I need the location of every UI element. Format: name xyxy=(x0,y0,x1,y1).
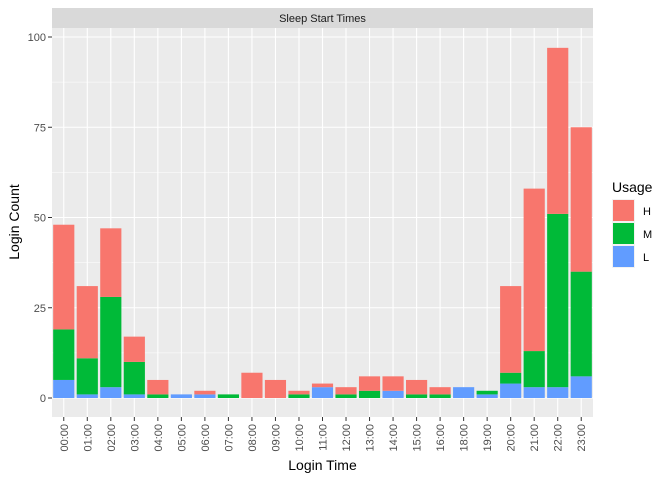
x-tick-label: 07:00 xyxy=(223,424,235,452)
x-tick-label: 22:00 xyxy=(553,424,565,452)
bar-segment-h-1600 xyxy=(429,387,451,395)
x-tick-label: 21:00 xyxy=(529,424,541,452)
bar-segment-l-1100 xyxy=(311,387,334,398)
x-tick-label: 04:00 xyxy=(153,424,165,452)
legend-key-m xyxy=(613,223,634,244)
x-axis-ticks: 00:00 01:00 02:00 03:00 04:00 05:00 06:00 07:00… xyxy=(59,417,588,452)
facet-title: Sleep Start Times xyxy=(279,13,366,25)
x-tick-label: 19:00 xyxy=(482,424,494,452)
x-tick-label: 09:00 xyxy=(270,424,282,452)
x-tick-label: 08:00 xyxy=(247,424,259,452)
legend: Usage HML xyxy=(612,179,653,268)
bar-segment-h-1200 xyxy=(335,387,357,395)
bar-segment-h-1300 xyxy=(358,376,381,391)
bar-segment-h-0100 xyxy=(76,286,98,359)
bar-segment-h-1100 xyxy=(311,383,334,388)
bar-segment-h-0900 xyxy=(264,379,287,398)
bars xyxy=(53,47,592,398)
bar-segment-m-0000 xyxy=(53,329,75,380)
bar-segment-l-0300 xyxy=(123,394,145,398)
bar-segment-m-1200 xyxy=(335,394,357,398)
x-tick-label: 14:00 xyxy=(388,424,400,452)
bar-segment-m-0200 xyxy=(100,296,122,388)
x-tick-label: 06:00 xyxy=(200,424,212,452)
bar-segment-l-1800 xyxy=(453,387,475,398)
bar-segment-m-1000 xyxy=(288,394,310,398)
bar-segment-h-2100 xyxy=(523,188,545,352)
bar-segment-m-1600 xyxy=(429,394,451,398)
legend-label-m: M xyxy=(643,229,652,241)
facet-strip xyxy=(52,8,593,28)
bar-segment-m-0100 xyxy=(76,358,98,395)
y-tick-label: 50 xyxy=(34,213,46,225)
bar-segment-l-2200 xyxy=(547,387,569,398)
y-tick-label: 75 xyxy=(34,122,46,134)
x-axis-title: Login Time xyxy=(288,457,357,473)
bar-segment-m-2200 xyxy=(547,213,569,388)
legend-label-h: H xyxy=(643,206,651,218)
x-tick-label: 18:00 xyxy=(459,424,471,452)
x-tick-label: 12:00 xyxy=(341,424,353,452)
y-tick-label: 100 xyxy=(28,32,46,44)
bar-segment-h-1000 xyxy=(288,390,310,395)
bar-segment-m-1900 xyxy=(476,390,498,395)
bar-segment-m-0700 xyxy=(217,394,239,398)
bar-segment-m-2000 xyxy=(500,372,522,384)
x-tick-label: 13:00 xyxy=(365,424,377,452)
legend-title: Usage xyxy=(612,179,653,195)
y-tick-label: 0 xyxy=(40,393,46,405)
x-tick-label: 23:00 xyxy=(576,424,588,452)
bar-segment-l-1400 xyxy=(382,390,404,398)
bar-segment-l-0000 xyxy=(53,379,75,398)
x-tick-label: 20:00 xyxy=(506,424,518,452)
bar-segment-l-0200 xyxy=(100,387,122,398)
bar-segment-h-2000 xyxy=(500,286,522,373)
y-tick-label: 25 xyxy=(34,303,46,315)
y-axis-title: Login Count xyxy=(6,184,22,260)
bar-segment-m-0300 xyxy=(123,361,145,395)
bar-segment-h-0800 xyxy=(241,372,263,398)
bar-segment-m-2300 xyxy=(570,271,592,377)
bar-segment-h-1400 xyxy=(382,376,404,391)
bar-segment-h-1500 xyxy=(406,379,428,395)
bar-segment-h-0000 xyxy=(53,224,75,330)
bar-segment-m-0400 xyxy=(147,394,169,398)
bar-segment-l-2100 xyxy=(523,387,545,398)
bar-segment-h-0600 xyxy=(194,390,216,395)
x-tick-label: 16:00 xyxy=(435,424,447,452)
x-tick-label: 02:00 xyxy=(106,424,118,452)
bar-segment-l-0100 xyxy=(76,394,98,398)
y-axis-ticks: 0 25 50 75 100 xyxy=(28,32,52,405)
bar-segment-l-0600 xyxy=(194,394,216,398)
x-tick-label: 10:00 xyxy=(294,424,306,452)
legend-key-h xyxy=(613,200,634,221)
bar-segment-h-0200 xyxy=(100,228,122,297)
bar-segment-l-0500 xyxy=(170,394,192,398)
bar-segment-m-1300 xyxy=(358,390,381,398)
bar-segment-l-2000 xyxy=(500,383,522,398)
bar-segment-l-2300 xyxy=(570,376,592,398)
bar-segment-m-1500 xyxy=(406,394,428,398)
legend-key-l xyxy=(613,246,634,267)
bar-segment-h-0300 xyxy=(123,336,145,362)
x-tick-label: 15:00 xyxy=(412,424,424,452)
bar-segment-h-2300 xyxy=(570,127,592,272)
bar-segment-l-1900 xyxy=(476,394,498,398)
bar-segment-h-2200 xyxy=(547,47,569,214)
bar-segment-h-0400 xyxy=(147,379,169,395)
legend-label-l: L xyxy=(643,252,649,264)
x-tick-label: 03:00 xyxy=(129,424,141,452)
x-tick-label: 00:00 xyxy=(59,424,71,452)
x-tick-label: 05:00 xyxy=(176,424,188,452)
x-tick-label: 11:00 xyxy=(318,424,330,451)
bar-segment-m-2100 xyxy=(523,351,545,388)
x-tick-label: 01:00 xyxy=(82,424,94,452)
